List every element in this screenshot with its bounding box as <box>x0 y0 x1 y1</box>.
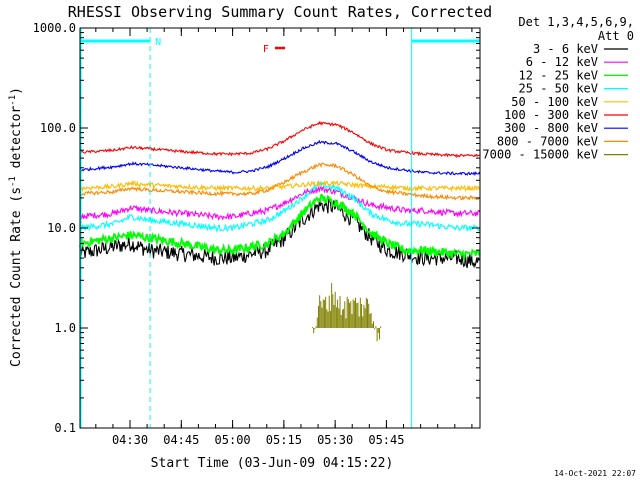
legend-label: 6 - 12 keV <box>526 55 598 69</box>
series-3-6kev <box>79 198 481 269</box>
y-axis-label: Corrected Count Rate (s-1 detector-1) <box>8 87 24 367</box>
legend-label: 300 - 800 keV <box>504 121 598 135</box>
y-tick-label: 10.0 <box>47 221 76 235</box>
y-tick-label: 100.0 <box>40 121 76 135</box>
y-label-part3: ) <box>9 87 24 95</box>
legend-label: 25 - 50 keV <box>519 82 598 96</box>
series-7000-15000-kev <box>311 283 382 342</box>
marker-label-F: F <box>263 44 269 55</box>
series-800-7000kev <box>79 162 481 201</box>
chart-title: RHESSI Observing Summary Count Rates, Co… <box>68 3 492 21</box>
legend-header-line2: Att 0 <box>598 29 634 43</box>
marker-label-N: N <box>155 37 161 48</box>
legend-label: 12 - 25 keV <box>519 68 598 82</box>
plot-frame <box>79 27 481 429</box>
series-100-300kev <box>79 120 480 159</box>
x-axis-label: Start Time (03-Jun-09 04:15:22) <box>151 456 394 471</box>
series-12-25kev <box>79 193 481 261</box>
legend-header-line1: Det 1,3,4,5,6,9, <box>518 15 634 29</box>
series-25-50kev <box>79 180 481 234</box>
legend-label: 50 - 100 keV <box>511 95 598 109</box>
y-label-part2: detector <box>9 106 24 177</box>
y-tick-label: 0.1 <box>54 421 76 435</box>
series-300-800kev <box>79 139 481 177</box>
y-tick-label: 1000.0 <box>33 21 76 35</box>
legend-label: 800 - 7000 keV <box>497 134 598 148</box>
plot-layer: NF <box>79 28 481 428</box>
series-6-12kev <box>79 185 481 221</box>
timestamp: 14-Oct-2021 22:07 <box>554 469 636 478</box>
y-tick-label: 1.0 <box>54 321 76 335</box>
x-tick-label: 05:30 <box>317 433 353 447</box>
series-50-100kev <box>79 179 481 193</box>
legend-label: 100 - 300 keV <box>504 108 598 122</box>
x-tick-label: 05:00 <box>215 433 251 447</box>
y-label-part1: Corrected Count Rate (s <box>9 187 24 367</box>
y-label-sup2: -1 <box>8 95 18 106</box>
x-tick-label: 05:45 <box>368 433 404 447</box>
axis-layer: 1000.0 100.0 10.0 1.0 0.1 04:30 04:45 05:00 05:1… <box>33 21 481 447</box>
y-label-sup1: -1 <box>8 176 18 187</box>
legend-label: 7000 - 15000 keV <box>482 148 598 162</box>
legend-label: 3 - 6 keV <box>533 42 598 56</box>
x-tick-label: 04:30 <box>112 433 148 447</box>
x-tick-label: 05:15 <box>266 433 302 447</box>
x-tick-label: 04:45 <box>163 433 199 447</box>
